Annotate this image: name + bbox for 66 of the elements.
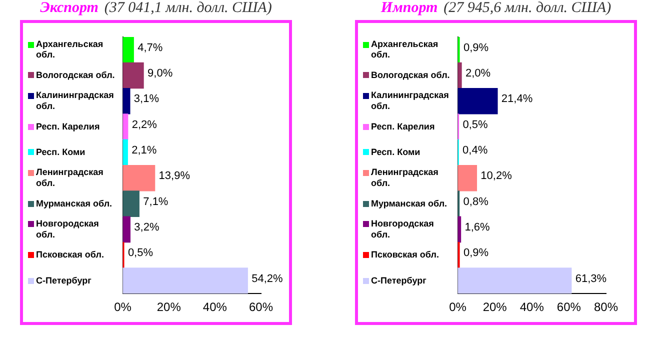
x-tick-label: 60% <box>556 300 582 314</box>
y-tick-label: Псковская обл. <box>36 250 104 260</box>
y-tick-label: Мурманская обл. <box>371 198 448 208</box>
y-tick-label: Мурманская обл. <box>36 198 112 208</box>
chart-title: Импорт <box>380 0 438 16</box>
bar <box>122 190 140 217</box>
x-tick-label: 60% <box>248 300 274 314</box>
y-tick-label: Респ. Карелия <box>36 121 100 132</box>
bar <box>122 139 128 166</box>
y-tick-label: Калининградская обл. <box>36 90 114 112</box>
data-label: 0,4% <box>462 144 488 156</box>
data-label: 2,0% <box>465 68 491 80</box>
bar <box>122 216 130 243</box>
y-tick-label: Архангельская обл. <box>371 38 438 60</box>
y-tick-label: Респ. Коми <box>36 146 86 157</box>
y-tick-label: Калининградская обл. <box>371 90 449 112</box>
y-tick-label: Новгородская обл. <box>36 218 99 240</box>
data-label: 0,5% <box>462 118 488 131</box>
bar <box>122 114 128 140</box>
y-tick-label: С-Петербург <box>36 275 92 286</box>
y-tick-label: Ленинградская обл. <box>36 167 104 188</box>
y-tick-label: Псковская обл. <box>371 250 439 260</box>
data-label: 21,4% <box>501 93 533 106</box>
data-label: 0,8% <box>463 196 489 208</box>
bar <box>122 37 134 63</box>
data-label: 9,0% <box>148 68 173 80</box>
y-tick-label: Вологодская обл. <box>36 70 115 80</box>
data-label: 2,1% <box>132 144 157 156</box>
bar <box>122 62 144 89</box>
data-label: 3,2% <box>134 221 160 234</box>
data-label: 4,7% <box>138 42 163 54</box>
x-tick-label: 0% <box>114 300 132 314</box>
data-label: 7,1% <box>143 196 168 208</box>
x-tick-label: 0% <box>449 300 467 314</box>
bar <box>458 268 572 294</box>
data-label: 0,9% <box>463 42 489 54</box>
data-label: 61,3% <box>575 272 607 285</box>
y-tick-label: Респ. Карелия <box>371 121 435 132</box>
x-tick-label: 40% <box>520 300 544 314</box>
bar <box>458 88 498 114</box>
data-label: 10,2% <box>480 170 512 182</box>
data-label: 3,1% <box>134 93 160 106</box>
chart-subtitle: (37 041,1 млн. долл. США) <box>104 0 272 16</box>
bar <box>122 268 248 294</box>
data-label: 54,2% <box>252 272 284 285</box>
x-tick-label: 80% <box>594 300 618 314</box>
bar <box>458 62 462 89</box>
y-tick-label: Архангельская обл. <box>36 38 104 60</box>
x-tick-label: 20% <box>156 300 182 314</box>
data-label: 0,5% <box>128 247 154 260</box>
y-tick-label: С-Петербург <box>371 275 427 286</box>
data-label: 1,6% <box>464 221 490 234</box>
chart-title: Экспорт <box>40 0 98 16</box>
y-tick-label: Новгородская обл. <box>371 218 434 240</box>
chart-subtitle: (27 945,6 млн. долл. США) <box>444 0 612 16</box>
bar <box>458 164 478 192</box>
data-label: 2,2% <box>132 118 158 131</box>
x-tick-label: 40% <box>202 300 228 314</box>
data-label: 13,9% <box>158 170 190 182</box>
bar <box>122 164 156 192</box>
y-tick-label: Вологодская обл. <box>371 70 450 80</box>
y-tick-label: Респ. Коми <box>371 146 420 157</box>
bar <box>122 88 130 114</box>
data-label: 0,9% <box>463 247 489 260</box>
y-tick-label: Ленинградская обл. <box>371 167 438 188</box>
x-tick-label: 20% <box>482 300 508 314</box>
